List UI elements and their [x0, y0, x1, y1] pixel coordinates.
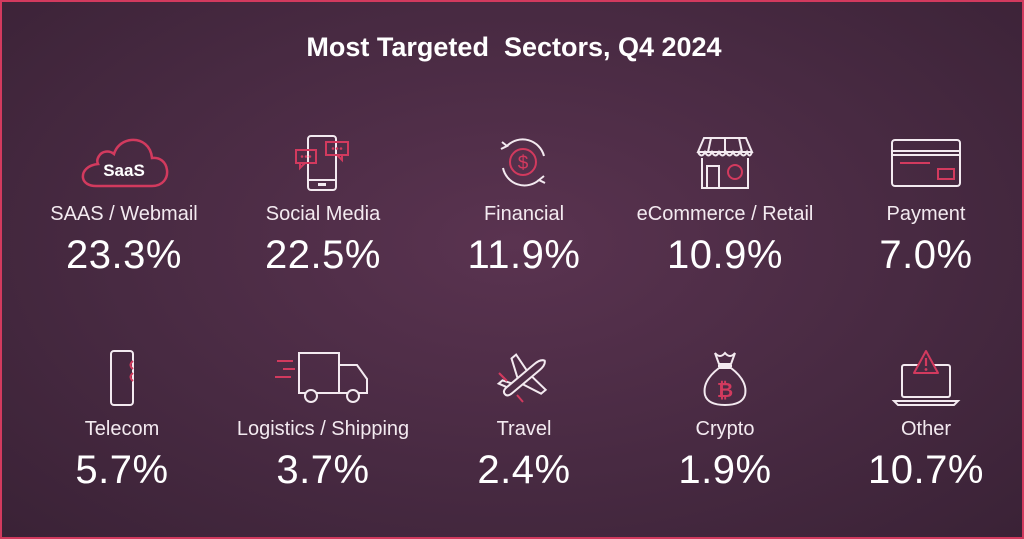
sector-value: 10.9% [667, 233, 783, 277]
sector-value: 10.7% [868, 448, 984, 492]
sector-social-media: Social Media 22.5% [208, 132, 438, 278]
sector-label: Travel [496, 418, 552, 440]
sector-label: Logistics / Shipping [236, 418, 410, 440]
sector-value: 22.5% [265, 233, 381, 277]
svg-text:₿: ₿ [717, 380, 733, 402]
sector-logistics-shipping: Logistics / Shipping 3.7% [208, 347, 438, 493]
credit-card-icon [891, 139, 961, 187]
sector-label: Financial [483, 203, 565, 225]
storefront-icon [696, 137, 754, 189]
sector-saas-webmail: SaaS SAAS / Webmail 23.3% [9, 132, 239, 278]
sector-telecom: Telecom 5.7% [7, 347, 237, 493]
sector-ecommerce-retail: eCommerce / Retail 10.9% [610, 132, 840, 278]
sector-label: eCommerce / Retail [636, 203, 814, 225]
sector-value: 23.3% [66, 233, 182, 277]
sector-value: 5.7% [75, 448, 169, 492]
sector-payment: Payment 7.0% [811, 132, 1024, 278]
airplane-icon [496, 353, 548, 403]
svg-text:SaaS: SaaS [103, 161, 145, 180]
social-media-phone-icon [295, 135, 349, 191]
sector-travel: Travel 2.4% [409, 347, 639, 493]
saas-cloud-icon: SaaS [81, 138, 169, 188]
sector-value: 3.7% [276, 448, 370, 492]
sector-label: Telecom [84, 418, 160, 440]
sector-crypto: ₿ Crypto 1.9% [610, 347, 840, 493]
sector-value: 7.0% [879, 233, 973, 277]
page-title: Most Targeted Sectors, Q4 2024 [306, 32, 722, 62]
sector-label: Social Media [265, 203, 381, 225]
sector-other: Other 10.7% [811, 347, 1024, 493]
sector-label: Crypto [695, 418, 755, 440]
sector-financial: $ Financial 11.9% [409, 132, 639, 278]
dollar-cycle-icon: $ [500, 138, 546, 187]
bitcoin-bag-icon: ₿ [703, 351, 747, 407]
delivery-truck-icon [275, 352, 368, 403]
sector-value: 11.9% [467, 233, 581, 277]
sector-label: SAAS / Webmail [50, 203, 198, 225]
sector-label: Other [900, 418, 952, 440]
svg-text:$: $ [518, 153, 529, 174]
mobile-phone-icon [110, 350, 134, 406]
sector-value: 2.4% [477, 448, 571, 492]
sector-value: 1.9% [678, 448, 772, 492]
sector-label: Payment [886, 203, 966, 225]
laptop-warning-icon [891, 350, 961, 406]
